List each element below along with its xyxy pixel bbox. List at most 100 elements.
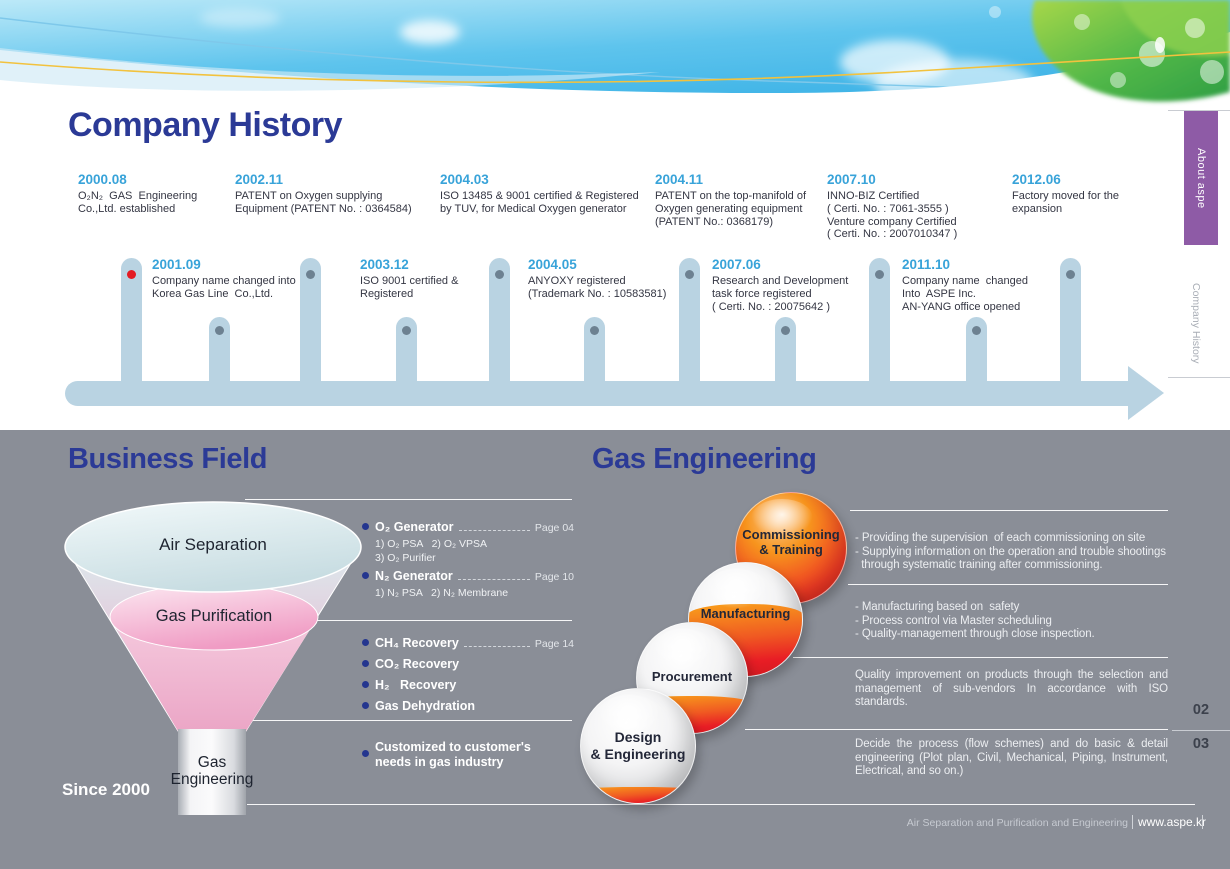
timeline-dot bbox=[494, 270, 504, 279]
gas-engineering-title: Gas Engineering bbox=[592, 443, 817, 475]
bullet-icon bbox=[362, 702, 369, 709]
timeline-stem bbox=[774, 317, 796, 393]
event-text: O₂N₂ GAS Engineering Co.,Ltd. establishe… bbox=[78, 190, 198, 215]
product-subitems: 1) O₂ PSA 2) O₂ VPSA 3) O₂ Purifier bbox=[375, 538, 488, 564]
product-row: N₂ Generator Page 10 bbox=[362, 569, 574, 584]
page-number-next: 03 bbox=[1192, 736, 1210, 752]
timeline-event: 2002.11 PATENT on Oxygen supplying Equip… bbox=[235, 172, 412, 216]
stage-description-design: Decide the process (flow schemes) and do… bbox=[855, 738, 1168, 778]
product-title: N₂ Generator bbox=[375, 569, 453, 583]
timeline-dot bbox=[874, 270, 884, 279]
timeline-event: 2011.10 Company name changed Into ASPE I… bbox=[902, 257, 1028, 313]
product-row: CH₄ Recovery Page 14 bbox=[362, 636, 574, 651]
business-funnel: Air Separation Gas Purification Gas Engi… bbox=[55, 497, 375, 824]
bullet-icon bbox=[362, 660, 369, 667]
event-date: 2003.12 bbox=[360, 257, 409, 272]
timeline-stem bbox=[678, 258, 700, 393]
event-text: Factory moved for the expansion bbox=[1012, 190, 1119, 215]
event-text: ISO 9001 certified & Registered bbox=[360, 275, 459, 300]
timeline-dot bbox=[684, 270, 694, 279]
leader-line bbox=[457, 571, 530, 580]
event-date: 2004.11 bbox=[655, 172, 704, 187]
sphere-gloss bbox=[751, 498, 813, 539]
leader-line bbox=[463, 638, 530, 647]
stage-label: Manufacturing bbox=[700, 606, 791, 621]
timeline-dot bbox=[589, 326, 599, 335]
sidebar-rule-bottom bbox=[1168, 377, 1230, 378]
product-page-ref: Page 10 bbox=[534, 571, 574, 583]
page-number-current: 02 bbox=[1192, 702, 1210, 718]
timeline-dot bbox=[214, 326, 224, 335]
footer-website: www.aspe.kr bbox=[1138, 815, 1207, 829]
sphere-gloss bbox=[704, 568, 769, 610]
stage-description-commissioning: - Providing the supervision of each comm… bbox=[855, 532, 1166, 572]
separator-line bbox=[247, 720, 572, 721]
product-row: Gas Dehydration bbox=[362, 699, 574, 714]
timeline-event: 2004.03 ISO 13485 & 9001 certified & Reg… bbox=[440, 172, 639, 216]
event-date: 2007.06 bbox=[712, 257, 761, 272]
product-page-ref: Page 04 bbox=[534, 522, 574, 534]
event-date: 2004.03 bbox=[440, 172, 489, 187]
event-date: 2002.11 bbox=[235, 172, 284, 187]
timeline-event: 2003.12 ISO 9001 certified & Registered bbox=[360, 257, 458, 301]
timeline-stem bbox=[299, 258, 321, 393]
product-page-ref: Page 14 bbox=[534, 638, 574, 650]
since-label: Since 2000 bbox=[62, 780, 150, 799]
sphere-gloss bbox=[596, 694, 661, 736]
separator-line bbox=[315, 620, 572, 621]
stage-label: Procurement bbox=[651, 669, 733, 684]
timeline-event: 2004.11 PATENT on the top-manifold of Ox… bbox=[655, 172, 806, 228]
sidebar-tab-label: About aspe bbox=[1195, 147, 1207, 209]
stage-label: Design & Engineering bbox=[590, 729, 686, 762]
timeline-stem bbox=[488, 258, 510, 393]
bullet-icon bbox=[362, 750, 369, 757]
footer-tagline: Air Separation and Purification and Engi… bbox=[906, 817, 1128, 829]
product-title: Gas Dehydration bbox=[375, 699, 476, 713]
timeline-stem bbox=[965, 317, 987, 393]
timeline-bar bbox=[65, 381, 1131, 406]
timeline-event: 2007.10 INNO-BIZ Certified ( Certi. No. … bbox=[827, 172, 957, 241]
separator-line bbox=[793, 657, 1168, 658]
event-date: 2011.10 bbox=[902, 257, 951, 272]
sidebar-section-label: Company History bbox=[1190, 283, 1202, 364]
product-group-custom: Customized to customer's needs in gas in… bbox=[362, 740, 574, 772]
bullet-icon bbox=[362, 523, 369, 530]
timeline-dot bbox=[401, 326, 411, 335]
timeline-dot bbox=[971, 326, 981, 335]
timeline-dot-red bbox=[126, 270, 136, 279]
timeline-event: 2000.08 O₂N₂ GAS Engineering Co.,Ltd. es… bbox=[78, 172, 197, 216]
funnel-level-gas-purification: Gas Purification bbox=[156, 607, 272, 625]
timeline-dot bbox=[305, 270, 315, 279]
timeline-stem bbox=[395, 317, 417, 393]
separator-line bbox=[247, 804, 1195, 805]
bullet-icon bbox=[362, 681, 369, 688]
product-title: H₂ Recovery bbox=[375, 678, 457, 692]
timeline-event: 2007.06 Research and Development task fo… bbox=[712, 257, 848, 313]
event-text: PATENT on Oxygen supplying Equipment (PA… bbox=[235, 190, 412, 215]
sphere-liquid bbox=[581, 787, 695, 803]
event-text: Company name changed into Korea Gas Line… bbox=[152, 275, 296, 300]
product-subitems: 1) N₂ PSA 2) N₂ Membrane bbox=[375, 587, 509, 599]
product-title: Customized to customer's needs in gas in… bbox=[375, 740, 531, 769]
timeline-dot bbox=[780, 326, 790, 335]
separator-line bbox=[745, 729, 1168, 730]
event-date: 2001.09 bbox=[152, 257, 201, 272]
stage-label: Commissioning & Training bbox=[742, 527, 840, 557]
timeline-arrowhead-icon bbox=[1128, 366, 1164, 420]
page-number-rule bbox=[1172, 730, 1230, 731]
event-text: Company name changed Into ASPE Inc. AN-Y… bbox=[902, 275, 1028, 313]
event-date: 2012.06 bbox=[1012, 172, 1061, 187]
timeline-stem bbox=[583, 317, 605, 393]
funnel-level-gas-engineering-line2: Engineering bbox=[171, 771, 254, 788]
leader-line bbox=[458, 522, 530, 531]
funnel-graphic: Air Separation Gas Purification Gas Engi… bbox=[64, 501, 362, 815]
footer-divider bbox=[1202, 815, 1203, 829]
business-field-title: Business Field bbox=[68, 443, 268, 475]
separator-line bbox=[850, 510, 1168, 511]
separator-line bbox=[245, 499, 572, 500]
separator-line bbox=[848, 584, 1168, 585]
funnel-level-air-separation: Air Separation bbox=[159, 535, 267, 554]
page-title: Company History bbox=[68, 106, 343, 144]
stage-description-procurement: Quality improvement on products through … bbox=[855, 669, 1168, 709]
